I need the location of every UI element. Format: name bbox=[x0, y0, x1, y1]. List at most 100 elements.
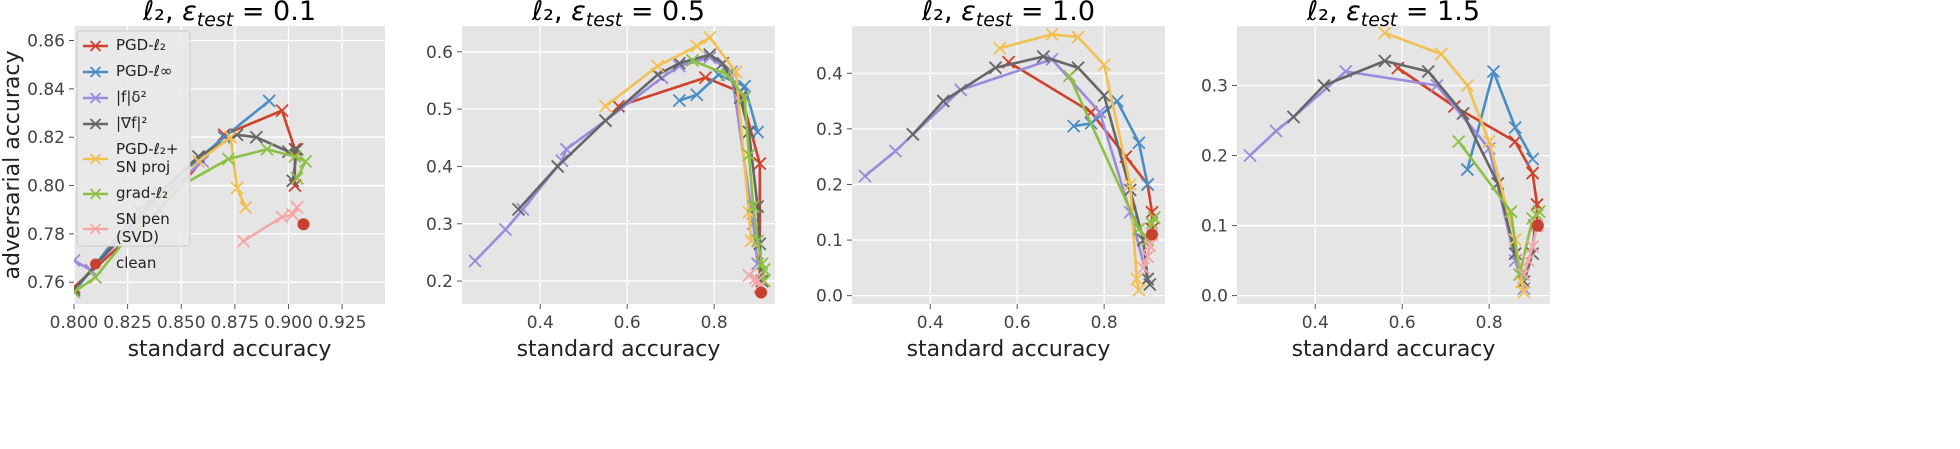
data-point bbox=[1525, 166, 1540, 180]
data-point bbox=[690, 39, 704, 53]
data-point bbox=[1140, 177, 1155, 192]
data-point bbox=[1132, 136, 1146, 150]
x-axis-label: standard accuracy bbox=[517, 337, 721, 362]
data-point bbox=[1532, 204, 1546, 219]
x-tick-label: 0.875 bbox=[211, 313, 260, 333]
series-line bbox=[517, 53, 764, 282]
series-line bbox=[1292, 59, 1537, 283]
y-tick-label: 0.2 bbox=[816, 175, 843, 195]
data-point bbox=[1147, 211, 1161, 225]
legend-label: PGD-ℓ₂ bbox=[116, 36, 166, 54]
chart-panel-2: 0.4 0.6 0.8 0.2 0.3 0.4 0.5 0.6 ℓ₂, εtest = 0.5 s… bbox=[426, 0, 775, 362]
plot-area bbox=[1237, 26, 1550, 304]
data-point bbox=[720, 68, 734, 82]
data-point bbox=[1378, 26, 1392, 40]
data-point bbox=[1036, 49, 1050, 64]
data-point bbox=[1434, 47, 1448, 61]
x-axis-label: standard accuracy bbox=[1292, 337, 1496, 362]
data-point bbox=[1317, 78, 1331, 93]
data-point bbox=[1143, 238, 1157, 253]
data-point bbox=[74, 282, 81, 297]
y-tick-label: 0.3 bbox=[426, 215, 453, 235]
legend-label: |f|δ² bbox=[116, 88, 147, 106]
data-point bbox=[742, 148, 756, 162]
legend-entry: |f|δ² bbox=[83, 88, 147, 106]
data-point bbox=[275, 103, 289, 118]
legend-label: (SVD) bbox=[116, 228, 159, 246]
plot-content bbox=[858, 27, 1161, 297]
data-point bbox=[286, 207, 300, 222]
series-line bbox=[1522, 225, 1539, 275]
legend-label: SN pen bbox=[116, 210, 170, 228]
series-line bbox=[197, 135, 247, 208]
y-tick-label: 0.1 bbox=[1201, 217, 1228, 237]
x-tick-label: 0.800 bbox=[50, 313, 99, 333]
data-point bbox=[191, 154, 206, 169]
data-point bbox=[1452, 134, 1466, 149]
data-point bbox=[1136, 261, 1150, 275]
data-point bbox=[498, 222, 513, 237]
data-point bbox=[1071, 30, 1085, 44]
data-point bbox=[598, 113, 613, 128]
legend-label: PGD-ℓ₂+ bbox=[116, 140, 178, 158]
clean-point bbox=[297, 218, 310, 231]
data-point bbox=[1517, 267, 1531, 282]
data-point bbox=[1093, 105, 1107, 119]
x-tick-label: 0.850 bbox=[157, 313, 206, 333]
legend-marker bbox=[90, 258, 101, 270]
data-point bbox=[1504, 204, 1518, 219]
legend-marker bbox=[89, 118, 102, 130]
data-point bbox=[1525, 239, 1540, 254]
data-point bbox=[1269, 124, 1283, 138]
series-line bbox=[242, 206, 299, 243]
legend-entry: |∇f|² bbox=[83, 114, 147, 132]
data-point bbox=[551, 159, 565, 174]
y-tick-label: 0.6 bbox=[426, 43, 453, 63]
series-line bbox=[1397, 66, 1539, 226]
data-point bbox=[299, 154, 313, 169]
legend-box bbox=[76, 30, 191, 247]
data-point bbox=[611, 99, 626, 113]
y-tick-label: 0.86 bbox=[27, 32, 65, 52]
y-tick-label: 0.4 bbox=[816, 64, 843, 84]
data-point bbox=[1132, 222, 1146, 236]
plot-content bbox=[1243, 26, 1546, 299]
legend-label: |∇f|² bbox=[116, 114, 147, 132]
legend-marker bbox=[89, 223, 102, 235]
data-point bbox=[191, 149, 206, 164]
data-point bbox=[511, 202, 526, 217]
legend-label: SN proj bbox=[116, 158, 170, 176]
y-tick-label: 0.84 bbox=[27, 80, 65, 100]
series-clean bbox=[297, 218, 310, 231]
panel-title: ℓ₂, εtest = 1.5 bbox=[1306, 0, 1480, 31]
data-point bbox=[1456, 106, 1470, 121]
x-axis-label: standard accuracy bbox=[907, 337, 1111, 362]
data-point bbox=[703, 30, 717, 45]
data-point bbox=[672, 93, 686, 108]
data-point bbox=[1460, 162, 1475, 177]
data-point bbox=[275, 210, 289, 224]
data-point bbox=[742, 125, 756, 139]
y-tick-label: 0.2 bbox=[426, 272, 453, 292]
y-tick-label: 0.82 bbox=[27, 128, 65, 148]
data-point bbox=[598, 99, 613, 113]
data-point bbox=[1286, 110, 1301, 124]
data-point bbox=[1486, 64, 1501, 79]
data-point bbox=[74, 285, 81, 299]
data-point bbox=[1062, 69, 1076, 83]
data-point bbox=[1512, 267, 1527, 282]
data-point bbox=[685, 53, 700, 68]
legend-entry: PGD-ℓ∞ bbox=[83, 62, 172, 80]
data-point bbox=[672, 56, 686, 70]
series-grad-2 bbox=[1452, 134, 1546, 282]
x-tick-label: 0.6 bbox=[1389, 313, 1416, 333]
y-axis-label: adversarial accuracy bbox=[0, 51, 25, 280]
series-pgd-2-sn-proj bbox=[598, 30, 758, 248]
data-point bbox=[1243, 148, 1257, 163]
data-point bbox=[260, 142, 274, 156]
series-clean bbox=[755, 286, 768, 299]
series-pgd-2-sn-proj bbox=[993, 27, 1146, 297]
data-point bbox=[1143, 277, 1157, 292]
y-tick-label: 0.0 bbox=[1201, 287, 1228, 307]
